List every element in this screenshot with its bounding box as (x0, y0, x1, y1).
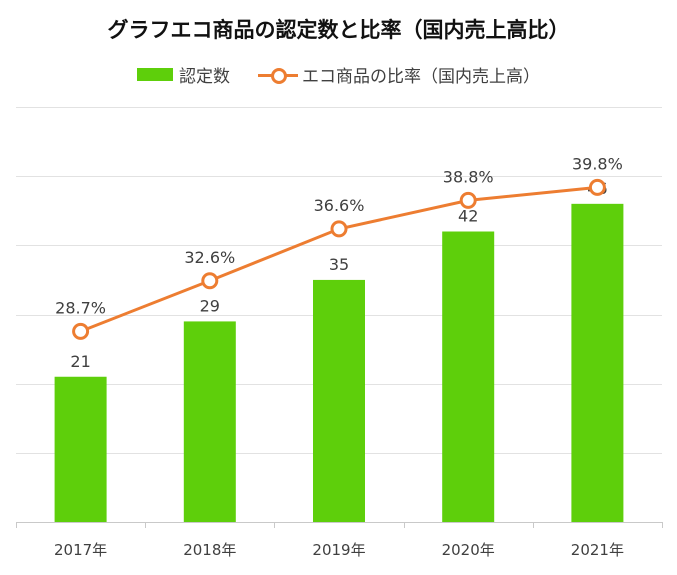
line-data-label: 32.6% (184, 248, 235, 267)
line-point (459, 191, 477, 209)
bar (183, 321, 236, 522)
bar-data-label: 35 (329, 255, 349, 274)
bar (442, 231, 495, 522)
legend-item-bar: 認定数 (137, 62, 230, 87)
legend: 認定数 エコ商品の比率（国内売上高） (0, 62, 677, 87)
legend-line-label: エコ商品の比率（国内売上高） (302, 67, 540, 87)
legend-bar-swatch (137, 68, 173, 81)
x-tick-label: 2018年 (183, 541, 236, 559)
line-point (330, 220, 348, 238)
line-data-label: 39.8% (572, 154, 623, 173)
bar-data-label: 42 (458, 207, 478, 226)
legend-line-marker (271, 67, 287, 84)
bar (313, 279, 365, 522)
line-data-label: 36.6% (314, 196, 365, 215)
x-tick-label: 2021年 (571, 541, 624, 559)
x-tick-label: 2020年 (442, 541, 495, 559)
legend-item-line: エコ商品の比率（国内売上高） (258, 62, 540, 87)
bar-data-label: 29 (200, 296, 220, 315)
chart-title: グラフエコ商品の認定数と比率（国内売上高比） (107, 18, 570, 42)
x-tick-label: 2019年 (312, 541, 365, 559)
bar (571, 203, 624, 523)
bar (54, 376, 107, 522)
line-point (201, 272, 219, 290)
x-tick-label: 2017年 (54, 541, 107, 559)
line-point (72, 322, 90, 340)
line-data-label: 38.8% (443, 167, 494, 186)
bar-data-label: 21 (70, 352, 90, 371)
line-point (588, 178, 606, 196)
line-data-label: 28.7% (55, 298, 106, 317)
legend-bar-label: 認定数 (179, 67, 230, 87)
legend-line-swatch (258, 67, 298, 84)
